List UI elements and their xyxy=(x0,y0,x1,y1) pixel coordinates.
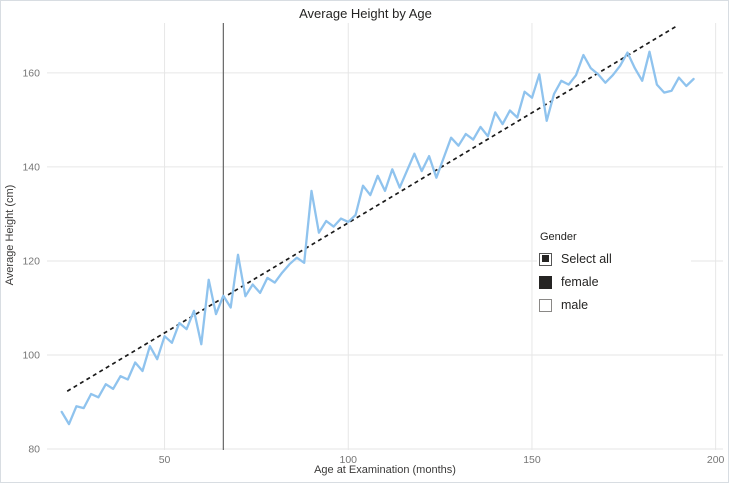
checkbox-checked-icon[interactable] xyxy=(539,275,552,289)
x-axis-title: Age at Examination (months) xyxy=(314,464,456,476)
y-tick-label: 140 xyxy=(22,161,40,173)
checkbox-indeterminate-icon[interactable] xyxy=(539,252,552,266)
x-tick-label: 100 xyxy=(339,454,357,466)
slicer-item-select-all[interactable]: Select all xyxy=(539,252,691,266)
x-tick-label: 50 xyxy=(159,454,171,466)
x-tick-label: 150 xyxy=(523,454,541,466)
y-axis-title: Average Height (cm) xyxy=(4,184,16,286)
x-tick-label: 200 xyxy=(707,454,725,466)
slicer-item-label[interactable]: female xyxy=(561,275,599,289)
height-line-series xyxy=(60,50,695,426)
gender-slicer-title: Gender xyxy=(540,231,577,243)
y-tick-label: 120 xyxy=(22,255,40,267)
y-tick-label: 80 xyxy=(28,444,40,456)
slicer-item-label[interactable]: male xyxy=(561,298,589,312)
trend-line xyxy=(66,25,678,392)
slicer-item-label[interactable]: Select all xyxy=(561,252,612,266)
y-tick-label: 160 xyxy=(22,67,40,79)
slicer-item-female[interactable]: female xyxy=(539,275,691,289)
chart-title: Average Height by Age xyxy=(299,6,432,21)
checkbox-unchecked-icon[interactable] xyxy=(539,298,552,312)
slicer-item-male[interactable]: male xyxy=(539,298,691,312)
gender-slicer: Gender Select all female male xyxy=(537,225,691,331)
y-tick-label: 100 xyxy=(22,350,40,362)
